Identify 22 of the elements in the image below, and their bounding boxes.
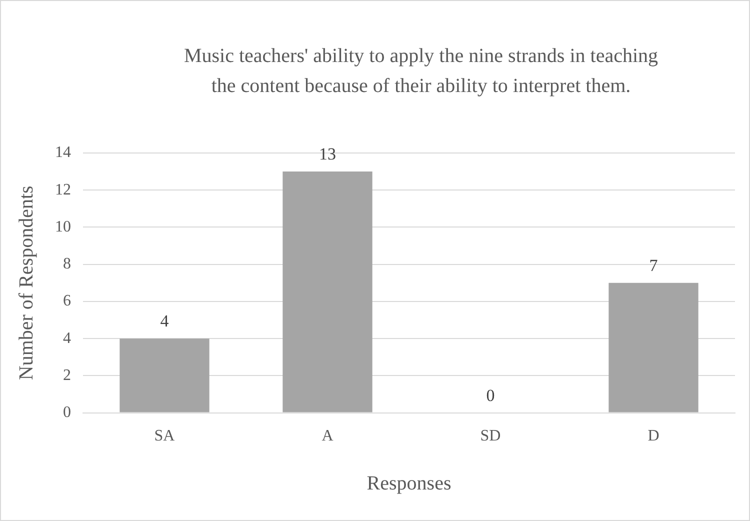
y-tick-label: 6 — [63, 292, 71, 310]
y-tick-label: 10 — [55, 218, 71, 236]
x-tick-label: SA — [154, 428, 176, 445]
data-label: 0 — [486, 386, 495, 405]
x-tick-label: D — [648, 428, 660, 445]
y-tick-label: 2 — [63, 366, 71, 384]
bar — [282, 172, 372, 412]
data-label: 13 — [319, 144, 336, 164]
bar — [120, 338, 210, 412]
data-label: 7 — [649, 256, 658, 275]
x-tick-label: SD — [480, 428, 501, 445]
chart-title: Music teachers' ability to apply the nine strands in teaching the content because of their ability to interpret them. — [182, 44, 660, 99]
y-tick-label: 14 — [55, 144, 71, 162]
x-tick-label: A — [322, 428, 334, 445]
data-label: 4 — [160, 312, 170, 331]
bar — [608, 282, 698, 412]
x-axis-title: Responses — [366, 472, 452, 494]
y-tick-label: 0 — [63, 404, 71, 422]
y-tick-label: 8 — [63, 256, 71, 273]
y-axis-title: Number of Respondents — [15, 185, 38, 380]
y-tick-label: 4 — [63, 330, 71, 347]
y-tick-label: 12 — [55, 181, 71, 198]
